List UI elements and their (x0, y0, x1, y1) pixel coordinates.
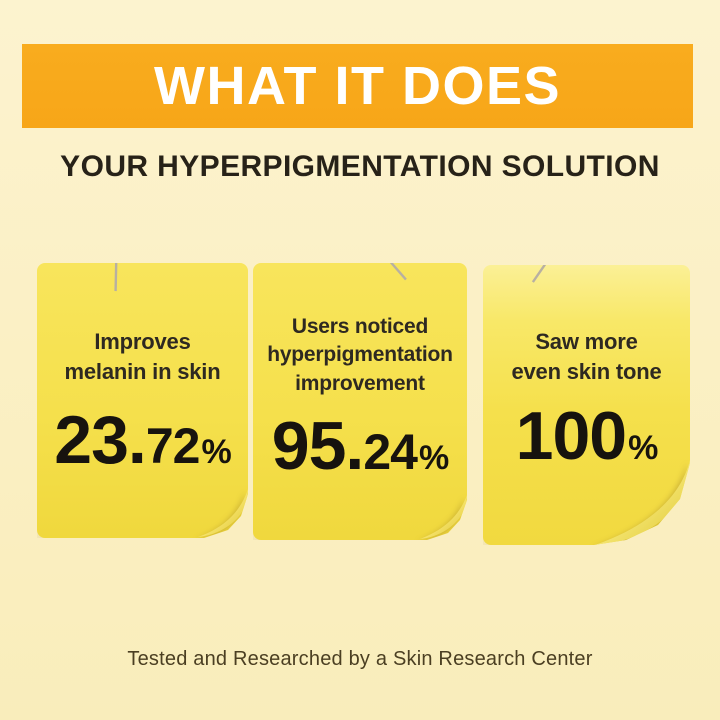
sticky-note-skin-tone: Saw more even skin tone 100 % (483, 265, 690, 545)
note-label-line: Users noticed (291, 315, 429, 338)
stat-big: 23. (54, 402, 146, 479)
note-label: Users noticed hyperpigmentation improvem… (267, 313, 453, 398)
stat-percent-sign: % (418, 439, 449, 478)
note-label-line: Saw more (535, 329, 638, 354)
note-label: Improves melanin in skin (65, 327, 221, 386)
push-pin-icon (357, 228, 425, 300)
page-curl (583, 460, 691, 546)
note-label-line: even skin tone (511, 358, 662, 384)
title-banner: WHAT IT DOES (22, 44, 693, 128)
push-pin-icon (92, 235, 138, 299)
push-pin-icon (509, 229, 578, 301)
stat-small: 72 (145, 418, 200, 475)
page-curl (191, 489, 249, 539)
note-statistic: 95. 24 % (272, 412, 448, 480)
note-label-line: Improves (94, 329, 191, 354)
note-label-line: improvement (295, 371, 425, 395)
stat-big: 95. (271, 408, 364, 485)
sticky-notes-row: Improves melanin in skin 23. 72 % (37, 263, 690, 545)
stat-small: 24 (363, 424, 417, 481)
footer-credit: Tested and Researched by a Skin Research… (127, 648, 593, 670)
note-label-line: melanin in skin (64, 358, 221, 384)
subtitle: YOUR HYPERPIGMENTATION SOLUTION (60, 150, 660, 183)
note-statistic: 23. 72 % (54, 406, 230, 474)
sticky-note-hyperpigmentation: Users noticed hyperpigmentation improvem… (253, 263, 467, 540)
stat-big: 100 (515, 398, 627, 475)
note-label-line: hyperpigmentation (267, 343, 453, 367)
note-statistic: 100 % (516, 402, 658, 470)
page-title: WHAT IT DOES (154, 56, 561, 116)
stat-percent-sign: % (201, 433, 231, 472)
sticky-note-melanin: Improves melanin in skin 23. 72 % (37, 263, 248, 538)
stat-percent-sign: % (628, 429, 658, 468)
page-curl (414, 495, 468, 541)
note-label: Saw more even skin tone (511, 327, 661, 386)
